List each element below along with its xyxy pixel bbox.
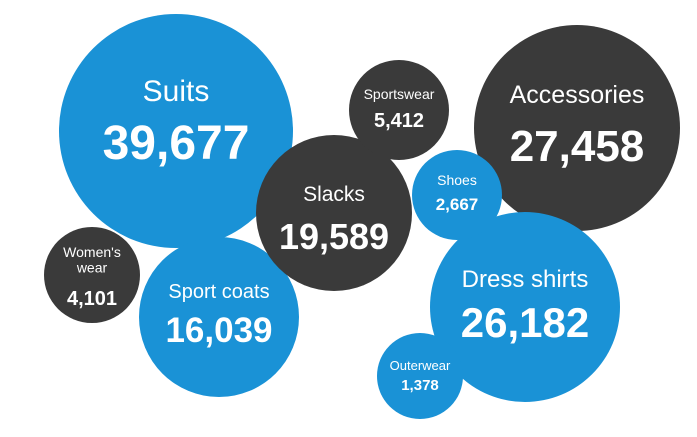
bubble-value-shoes: 2,667 bbox=[436, 195, 479, 214]
bubble-label-women-s-wear: Women's wear bbox=[63, 244, 121, 275]
bubble-value-sport-coats: 16,039 bbox=[165, 311, 272, 350]
bubble-label-accessories: Accessories bbox=[510, 81, 645, 109]
bubble-sportswear: Sportswear 5,412 bbox=[349, 60, 449, 160]
bubble-value-sportswear: 5,412 bbox=[374, 110, 424, 132]
bubble-circle-slacks bbox=[256, 135, 412, 291]
bubble-label-line: Women's bbox=[63, 244, 121, 260]
bubble-circle-accessories bbox=[474, 25, 680, 231]
bubble-slacks: Slacks 19,589 bbox=[256, 135, 412, 291]
bubble-label-suits: Suits bbox=[143, 75, 210, 108]
bubble-label-sport-coats: Sport coats bbox=[168, 281, 269, 303]
bubble-circle-sport-coats bbox=[139, 237, 299, 397]
bubble-label-dress-shirts: Dress shirts bbox=[462, 266, 589, 293]
bubble-value-slacks: 19,589 bbox=[279, 216, 389, 257]
bubble-dress-shirts: Dress shirts 26,182 bbox=[430, 212, 620, 402]
bubble-circle-suits bbox=[59, 14, 293, 248]
bubble-women-s-wear: Women's wear 4,101 bbox=[44, 227, 140, 323]
bubble-value-outerwear: 1,378 bbox=[401, 377, 439, 394]
bubble-value-women-s-wear: 4,101 bbox=[67, 288, 117, 310]
bubble-outerwear: Outerwear 1,378 bbox=[377, 333, 463, 419]
bubble-circle-shoes bbox=[412, 150, 502, 240]
bubble-shoes: Shoes 2,667 bbox=[412, 150, 502, 240]
bubble-circle-sportswear bbox=[349, 60, 449, 160]
bubble-value-accessories: 27,458 bbox=[510, 122, 645, 171]
bubble-suits: Suits 39,677 bbox=[59, 14, 293, 248]
bubble-value-suits: 39,677 bbox=[103, 117, 250, 170]
bubble-label-shoes: Shoes bbox=[437, 172, 477, 188]
bubble-circle-women-s-wear bbox=[44, 227, 140, 323]
bubble-label-line: wear bbox=[76, 259, 108, 275]
bubble-circle-dress-shirts bbox=[430, 212, 620, 402]
bubble-sport-coats: Sport coats 16,039 bbox=[139, 237, 299, 397]
bubble-label-sportswear: Sportswear bbox=[364, 86, 435, 102]
bubble-label-slacks: Slacks bbox=[303, 183, 365, 206]
bubble-accessories: Accessories 27,458 bbox=[474, 25, 680, 231]
bubble-value-dress-shirts: 26,182 bbox=[461, 299, 589, 346]
bubble-label-outerwear: Outerwear bbox=[390, 358, 451, 373]
bubble-circle-outerwear bbox=[377, 333, 463, 419]
